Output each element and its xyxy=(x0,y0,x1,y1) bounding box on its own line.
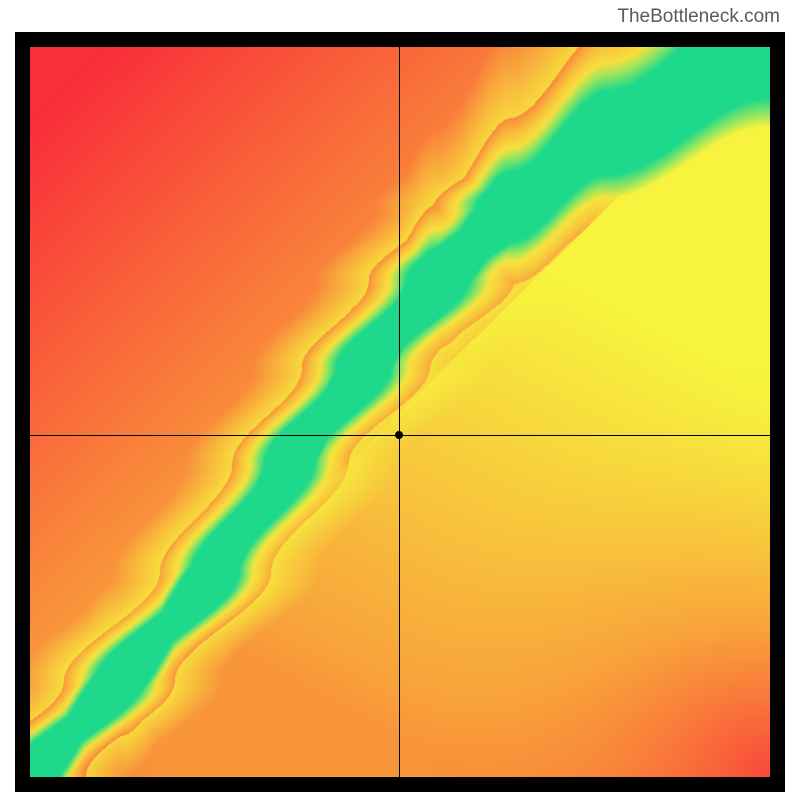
chart-container: TheBottleneck.com xyxy=(0,0,800,800)
chart-frame xyxy=(15,32,785,792)
watermark-text: TheBottleneck.com xyxy=(617,6,780,28)
plot-area xyxy=(30,47,770,777)
crosshair-marker xyxy=(395,431,403,439)
crosshair-vertical xyxy=(399,47,400,777)
heatmap-canvas xyxy=(30,47,770,777)
